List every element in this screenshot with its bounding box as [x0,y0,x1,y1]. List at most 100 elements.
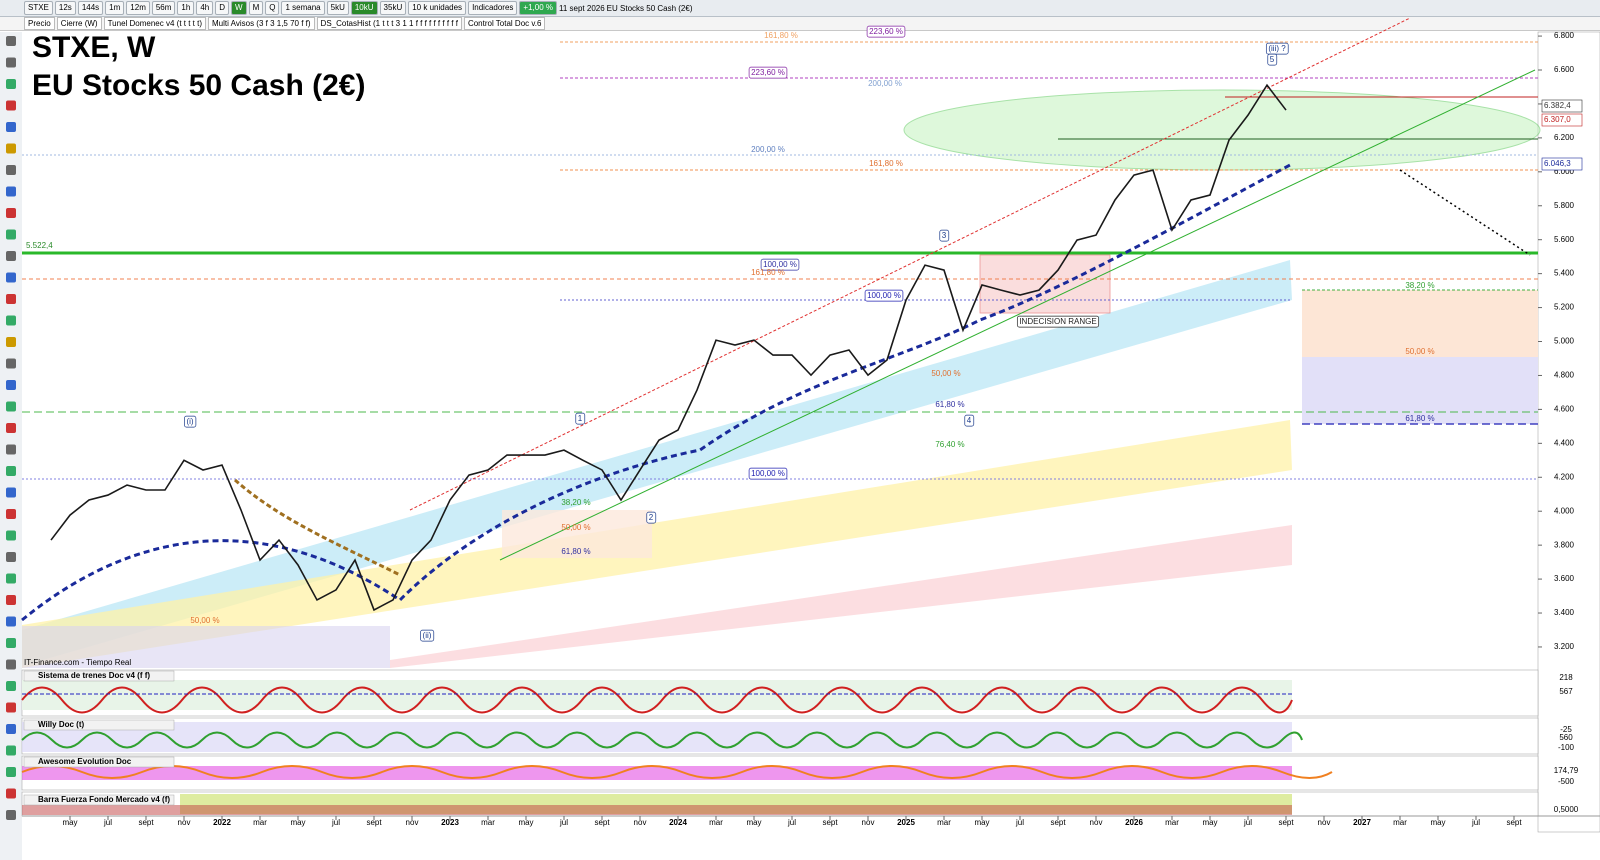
x-tick-label: may [746,818,761,827]
panel-scale-label: -100 [1558,743,1575,752]
annotation: 3 [942,231,947,240]
annotation-box [748,467,788,480]
panel-scale-label: 0,5000 [1554,805,1579,814]
tool-icon [6,638,16,648]
price-label: 6.382,4 [1544,101,1571,110]
panel-header [23,670,175,682]
units-button[interactable]: 35kU [379,1,407,15]
annotation-box [1267,53,1278,66]
period-select[interactable]: 1 semana [281,1,325,15]
subpanels [21,669,1539,817]
change-badge: +1,00 % [519,1,557,15]
y-tick-label: 5.000 [1554,337,1575,346]
annotation: (iii) ? [1268,44,1286,53]
band-blue [22,260,1292,666]
annotation: 76,40 % [935,440,964,449]
interval-button[interactable]: 1h [177,1,195,15]
trend-line [499,69,1536,561]
y-tick-label: 5.400 [1554,269,1575,278]
annotation: 223,60 % [751,68,785,77]
price-flag [1541,157,1583,171]
oscillator [21,731,1303,749]
x-tick-label: jul [787,818,796,827]
x-tick-label: nov [1318,818,1331,827]
symbol-select[interactable]: STXE [24,1,53,15]
tool-icon [6,444,16,455]
oscillator [21,686,1293,714]
annotation: 2 [649,513,654,522]
price-line [50,83,1287,612]
interval-button[interactable]: 4h [196,1,214,15]
price-label: 6.307,0 [1544,115,1571,124]
y-tick-label: 4.600 [1554,405,1575,414]
tool-icon [6,79,16,89]
tool-icon [6,208,16,218]
interval-button[interactable]: 1m [105,1,125,15]
price-flag [1541,99,1583,113]
annotation-box [760,258,800,271]
chart-subtitle: EU Stocks 50 Cash (2€) [32,69,365,102]
y-tick-label: 3.800 [1554,540,1575,549]
annotation-box [864,289,904,302]
interval-button[interactable]: 144s [77,1,104,15]
chart-title: STXE, W [32,31,156,64]
units-menu[interactable]: 10 k unidades [408,1,467,15]
x-tick-label: may [62,818,77,827]
indicator-tabs: Precio Cierre (W) Tunel Domenec v4 (t t t … [0,17,1600,31]
annotation: (i) [186,417,193,426]
date-label: 11 sept 2026 [559,3,605,13]
units-button[interactable]: 5kU [326,1,349,15]
annotation: 4 [967,416,972,425]
instrument-label: EU Stocks 50 Cash (2€) [606,3,693,13]
panel-scale-label: -25 [1560,725,1572,734]
x-tick-label: mar [481,818,495,827]
band-pink [390,525,1292,668]
tool-icon [6,272,16,283]
interval-button[interactable]: 12s [54,1,76,15]
annotation: 50,00 % [190,616,219,625]
indicator-tab[interactable]: Tunel Domenec v4 (t t t t t) [103,17,206,30]
indicator-tab[interactable]: Control Total Doc v.6 [463,17,546,30]
annotation-box [1265,42,1289,55]
fib-zone-orange [1302,290,1538,357]
y-tick-label: 4.800 [1554,371,1575,380]
tool-icon [6,659,16,670]
interval-button[interactable]: D [215,1,230,15]
x-tick-label: may [974,818,989,827]
x-tick-label: 2024 [669,818,687,827]
x-tick-label: jul [559,818,568,827]
x-tick-label: sept [1506,818,1522,827]
interval-button[interactable]: 56m [151,1,176,15]
x-tick-label: sept [1050,818,1066,827]
x-tick-label: nov [1090,818,1103,827]
strength-bars [22,805,1292,815]
annotation: 100,00 % [867,291,901,300]
annotation: 61,80 % [1405,414,1434,423]
moving-average [21,163,1291,622]
fib-zone-small [502,510,652,558]
panel-header [23,719,175,731]
tool-icon [6,810,16,820]
annotation: 50,00 % [931,369,960,378]
interval-button[interactable]: 12m [126,1,150,15]
tool-icon [6,616,16,627]
y-tick-label: 6.600 [1554,65,1575,74]
panel-title: Sistema de trenes Doc v4 (f f) [38,671,150,680]
indicator-tab[interactable]: Precio [24,17,55,30]
tool-icon [6,767,16,777]
indicator-tab[interactable]: Cierre (W) [56,17,102,30]
indicator-tab[interactable]: Multi Avisos (3 f 3 1,5 70 f f) [207,17,315,30]
indicators-button[interactable]: Indicadores [468,1,518,15]
tool-icon [6,165,16,175]
interval-button[interactable]: Q [265,1,280,15]
tool-icon [6,315,16,326]
x-tick-label: jul [1015,818,1024,827]
price-label: 5.522,4 [26,241,53,250]
x-tick-label: sept [822,818,838,827]
interval-button[interactable]: W [231,1,247,15]
interval-button[interactable]: M [248,1,264,15]
indicator-tab[interactable]: DS_CotasHist (1 t t t 3 1 1 f f f f f f … [316,17,462,30]
units-button[interactable]: 10kU [350,1,378,15]
annotation: 161,80 % [869,159,903,168]
